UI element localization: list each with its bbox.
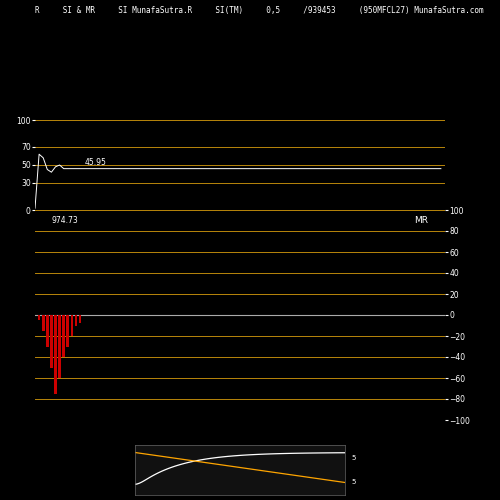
Bar	[38, 315, 40, 320]
Text: 5: 5	[352, 480, 356, 486]
Bar	[62, 315, 65, 357]
Bar	[42, 315, 44, 331]
Text: MR: MR	[414, 216, 428, 226]
Text: 45.95: 45.95	[84, 158, 106, 167]
Bar	[54, 315, 57, 394]
Bar	[70, 315, 73, 336]
Bar	[58, 315, 61, 378]
Text: R     SI & MR     SI MunafaSutra.R     SI(TM)     0,5     /939453     (950MFCL27: R SI & MR SI MunafaSutra.R SI(TM) 0,5 /9…	[35, 6, 484, 15]
Bar	[79, 315, 82, 324]
Bar	[50, 315, 52, 368]
Text: 5: 5	[352, 454, 356, 460]
Bar	[66, 315, 69, 346]
Text: 974.73: 974.73	[52, 216, 78, 224]
Bar	[74, 315, 78, 326]
Bar	[46, 315, 48, 346]
